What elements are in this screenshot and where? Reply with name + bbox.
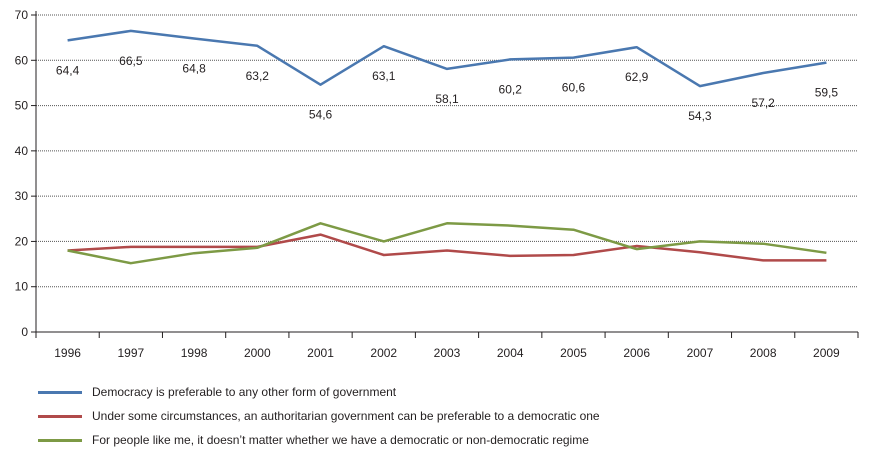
data-label: 63,1 bbox=[372, 69, 396, 83]
series-line-2 bbox=[67, 222, 827, 265]
line-chart: 0 10 20 30 40 50 60 70 1996 1997 1998 2000 2001 2002… bbox=[15, 8, 859, 360]
data-label: 54,6 bbox=[309, 108, 333, 122]
series-lines bbox=[67, 29, 827, 265]
x-tick-label: 2000 bbox=[244, 346, 271, 360]
series-line-1 bbox=[67, 233, 827, 262]
data-labels: 64,4 66,5 64,8 63,2 54,6 63,1 58,1 60,2 60,6 62,9… bbox=[56, 54, 838, 123]
data-label: 63,2 bbox=[246, 69, 270, 83]
data-label: 64,8 bbox=[182, 62, 206, 76]
x-tick-label: 2005 bbox=[560, 346, 587, 360]
x-tick-label: 2007 bbox=[687, 346, 714, 360]
y-tick-label: 40 bbox=[15, 144, 29, 158]
data-label: 60,6 bbox=[562, 81, 586, 95]
y-tick-label: 0 bbox=[21, 325, 28, 339]
data-label: 54,3 bbox=[688, 109, 712, 123]
data-label: 60,2 bbox=[499, 82, 523, 96]
y-tick-label: 10 bbox=[15, 280, 29, 294]
legend-label-authoritarian: Under some circumstances, an authoritari… bbox=[92, 409, 600, 423]
x-tick-label: 1998 bbox=[181, 346, 208, 360]
legend: Democracy is preferable to any other for… bbox=[38, 380, 600, 452]
x-tick-label: 2006 bbox=[623, 346, 650, 360]
legend-item-democracy: Democracy is preferable to any other for… bbox=[38, 380, 600, 404]
y-tick-labels: 0 10 20 30 40 50 60 70 bbox=[15, 8, 29, 339]
y-tick-label: 70 bbox=[15, 8, 29, 22]
data-label: 57,2 bbox=[751, 96, 775, 110]
y-tick-label: 30 bbox=[15, 189, 29, 203]
y-tick-label: 50 bbox=[15, 99, 29, 113]
legend-swatch-authoritarian bbox=[38, 414, 82, 418]
data-label: 64,4 bbox=[56, 63, 80, 77]
legend-item-authoritarian: Under some circumstances, an authoritari… bbox=[38, 404, 600, 428]
x-tick-label: 1996 bbox=[54, 346, 81, 360]
x-tick-label: 2002 bbox=[370, 346, 397, 360]
data-label: 59,5 bbox=[815, 86, 839, 100]
x-tick-label: 2008 bbox=[750, 346, 777, 360]
gridlines bbox=[36, 14, 858, 288]
x-tick-label: 2001 bbox=[307, 346, 334, 360]
x-tick-labels: 1996 1997 1998 2000 2001 2002 2003 2004 2005 2006… bbox=[54, 346, 840, 360]
x-tick-label: 1997 bbox=[117, 346, 144, 360]
x-tick-label: 2009 bbox=[813, 346, 840, 360]
y-tick-label: 20 bbox=[15, 234, 29, 248]
legend-item-indifferent: For people like me, it doesn’t matter wh… bbox=[38, 428, 600, 452]
data-label: 66,5 bbox=[119, 54, 143, 68]
data-label: 58,1 bbox=[435, 92, 459, 106]
x-tick-label: 2004 bbox=[497, 346, 524, 360]
axes bbox=[31, 11, 859, 338]
legend-swatch-indifferent bbox=[38, 438, 82, 442]
legend-label-democracy: Democracy is preferable to any other for… bbox=[92, 385, 397, 399]
x-tick-label: 2003 bbox=[434, 346, 461, 360]
series-line-0 bbox=[67, 29, 827, 88]
y-tick-label: 60 bbox=[15, 53, 29, 67]
legend-label-indifferent: For people like me, it doesn’t matter wh… bbox=[92, 433, 589, 447]
legend-swatch-democracy bbox=[38, 390, 82, 394]
data-label: 62,9 bbox=[625, 70, 649, 84]
